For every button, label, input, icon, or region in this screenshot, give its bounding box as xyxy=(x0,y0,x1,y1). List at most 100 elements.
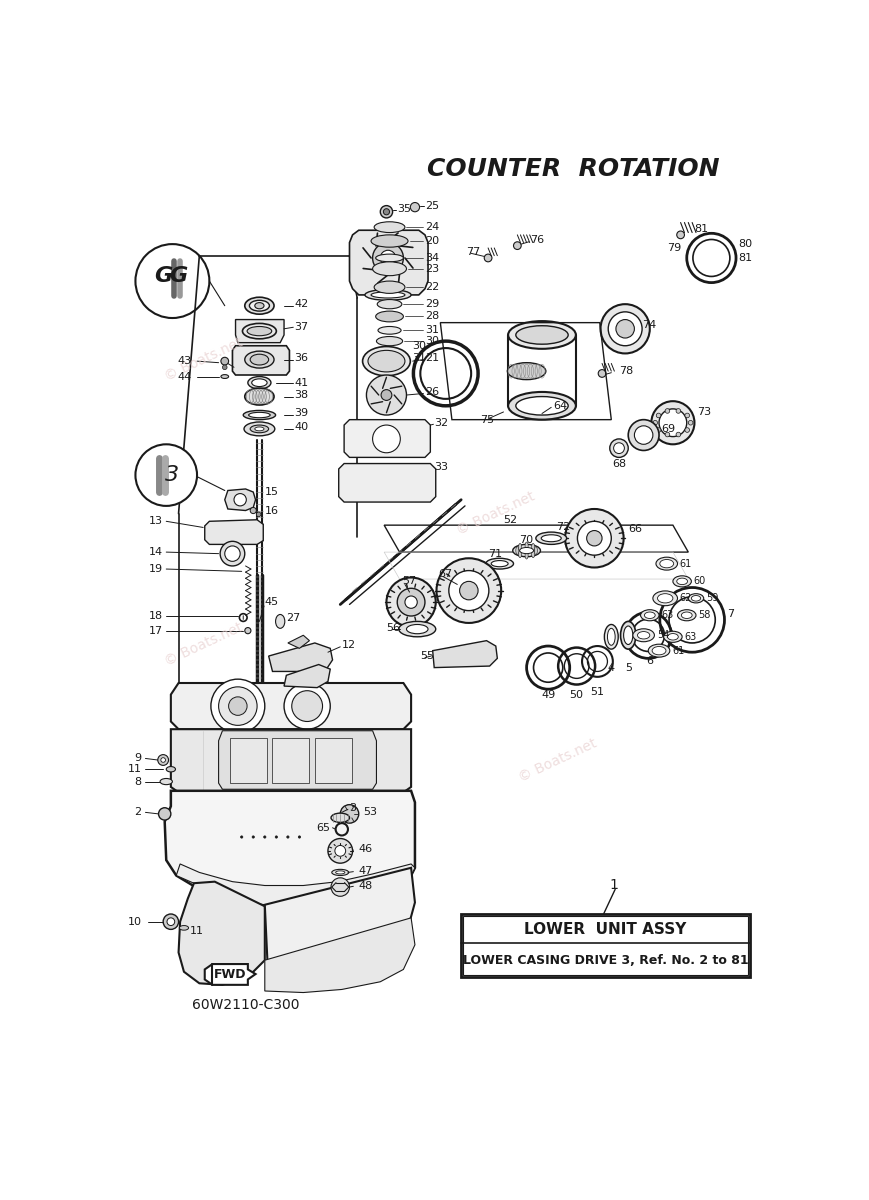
Text: 52: 52 xyxy=(503,515,518,524)
Text: 26: 26 xyxy=(425,386,439,397)
Text: 78: 78 xyxy=(619,366,634,376)
Text: G: G xyxy=(169,266,188,287)
Bar xyxy=(463,917,747,974)
Text: 49: 49 xyxy=(541,690,555,700)
Text: © Boats.net: © Boats.net xyxy=(516,736,599,785)
Polygon shape xyxy=(344,420,430,457)
Ellipse shape xyxy=(692,595,700,601)
Text: 79: 79 xyxy=(667,242,681,253)
Ellipse shape xyxy=(399,622,435,637)
Text: 81: 81 xyxy=(694,223,708,234)
Circle shape xyxy=(328,839,353,863)
Circle shape xyxy=(161,757,165,762)
Ellipse shape xyxy=(255,302,264,308)
Text: 7: 7 xyxy=(726,608,734,619)
Text: 37: 37 xyxy=(294,323,308,332)
Text: 21: 21 xyxy=(425,353,439,364)
Text: 60W2110-C300: 60W2110-C300 xyxy=(192,998,299,1012)
Ellipse shape xyxy=(373,262,407,276)
Text: 32: 32 xyxy=(434,418,448,427)
Circle shape xyxy=(341,805,359,823)
Circle shape xyxy=(616,319,634,338)
Text: © Boats.net: © Boats.net xyxy=(162,620,244,668)
Text: 18: 18 xyxy=(149,611,163,622)
Text: 25: 25 xyxy=(425,200,439,211)
Ellipse shape xyxy=(660,559,673,568)
Circle shape xyxy=(685,427,689,432)
Circle shape xyxy=(460,581,478,600)
Circle shape xyxy=(676,409,680,413)
Ellipse shape xyxy=(244,422,275,436)
Ellipse shape xyxy=(371,292,405,298)
Circle shape xyxy=(600,304,650,354)
Text: 57: 57 xyxy=(401,576,416,587)
Text: 1: 1 xyxy=(610,877,619,892)
Ellipse shape xyxy=(508,322,576,349)
Circle shape xyxy=(634,426,653,444)
Text: FWD: FWD xyxy=(214,967,247,980)
Text: 67: 67 xyxy=(438,569,452,578)
Bar xyxy=(230,738,267,784)
Ellipse shape xyxy=(362,347,410,376)
Circle shape xyxy=(287,836,289,838)
Text: 59: 59 xyxy=(706,593,719,604)
Ellipse shape xyxy=(525,551,528,559)
Circle shape xyxy=(665,432,670,437)
Circle shape xyxy=(167,918,175,925)
Ellipse shape xyxy=(252,379,267,386)
Text: 30: 30 xyxy=(413,341,427,350)
Text: 42: 42 xyxy=(294,299,308,310)
Text: 45: 45 xyxy=(265,598,279,607)
Bar xyxy=(273,738,309,784)
Ellipse shape xyxy=(653,590,678,606)
Text: 81: 81 xyxy=(739,253,753,263)
Text: 15: 15 xyxy=(265,487,279,497)
Text: 74: 74 xyxy=(642,320,656,330)
Text: 33: 33 xyxy=(434,462,448,473)
Text: 17: 17 xyxy=(149,625,163,636)
Text: 46: 46 xyxy=(359,844,373,853)
Ellipse shape xyxy=(243,410,275,420)
Ellipse shape xyxy=(407,624,428,634)
Text: 38: 38 xyxy=(294,390,308,400)
Circle shape xyxy=(652,401,694,444)
Text: 31: 31 xyxy=(413,353,427,364)
Text: 69: 69 xyxy=(661,424,675,434)
Polygon shape xyxy=(235,319,284,343)
Polygon shape xyxy=(176,864,415,905)
Circle shape xyxy=(514,241,521,250)
Text: 61: 61 xyxy=(680,559,692,569)
Text: 51: 51 xyxy=(590,688,605,697)
Polygon shape xyxy=(225,488,255,510)
Ellipse shape xyxy=(375,311,403,322)
Text: 48: 48 xyxy=(359,881,373,890)
Text: 68: 68 xyxy=(612,458,626,468)
Text: 28: 28 xyxy=(425,312,439,322)
Text: 77: 77 xyxy=(467,247,481,257)
Text: 66: 66 xyxy=(628,524,642,534)
Circle shape xyxy=(136,444,197,506)
Circle shape xyxy=(220,541,245,566)
Circle shape xyxy=(298,836,301,838)
Circle shape xyxy=(656,413,661,418)
Ellipse shape xyxy=(536,532,567,545)
Polygon shape xyxy=(265,918,415,992)
Circle shape xyxy=(136,244,209,318)
Circle shape xyxy=(653,420,658,425)
Text: 34: 34 xyxy=(425,253,439,263)
Circle shape xyxy=(614,443,625,454)
Polygon shape xyxy=(433,641,497,667)
Polygon shape xyxy=(171,730,411,792)
Text: 12: 12 xyxy=(342,640,356,649)
Circle shape xyxy=(677,232,685,239)
Text: 64: 64 xyxy=(554,401,567,410)
Text: 5: 5 xyxy=(625,662,632,672)
Text: 11: 11 xyxy=(128,764,142,774)
Circle shape xyxy=(234,493,246,506)
Ellipse shape xyxy=(179,925,189,930)
Ellipse shape xyxy=(607,629,615,646)
Circle shape xyxy=(335,846,346,857)
Bar xyxy=(461,914,750,977)
Circle shape xyxy=(387,577,435,626)
Text: 20: 20 xyxy=(425,236,439,246)
